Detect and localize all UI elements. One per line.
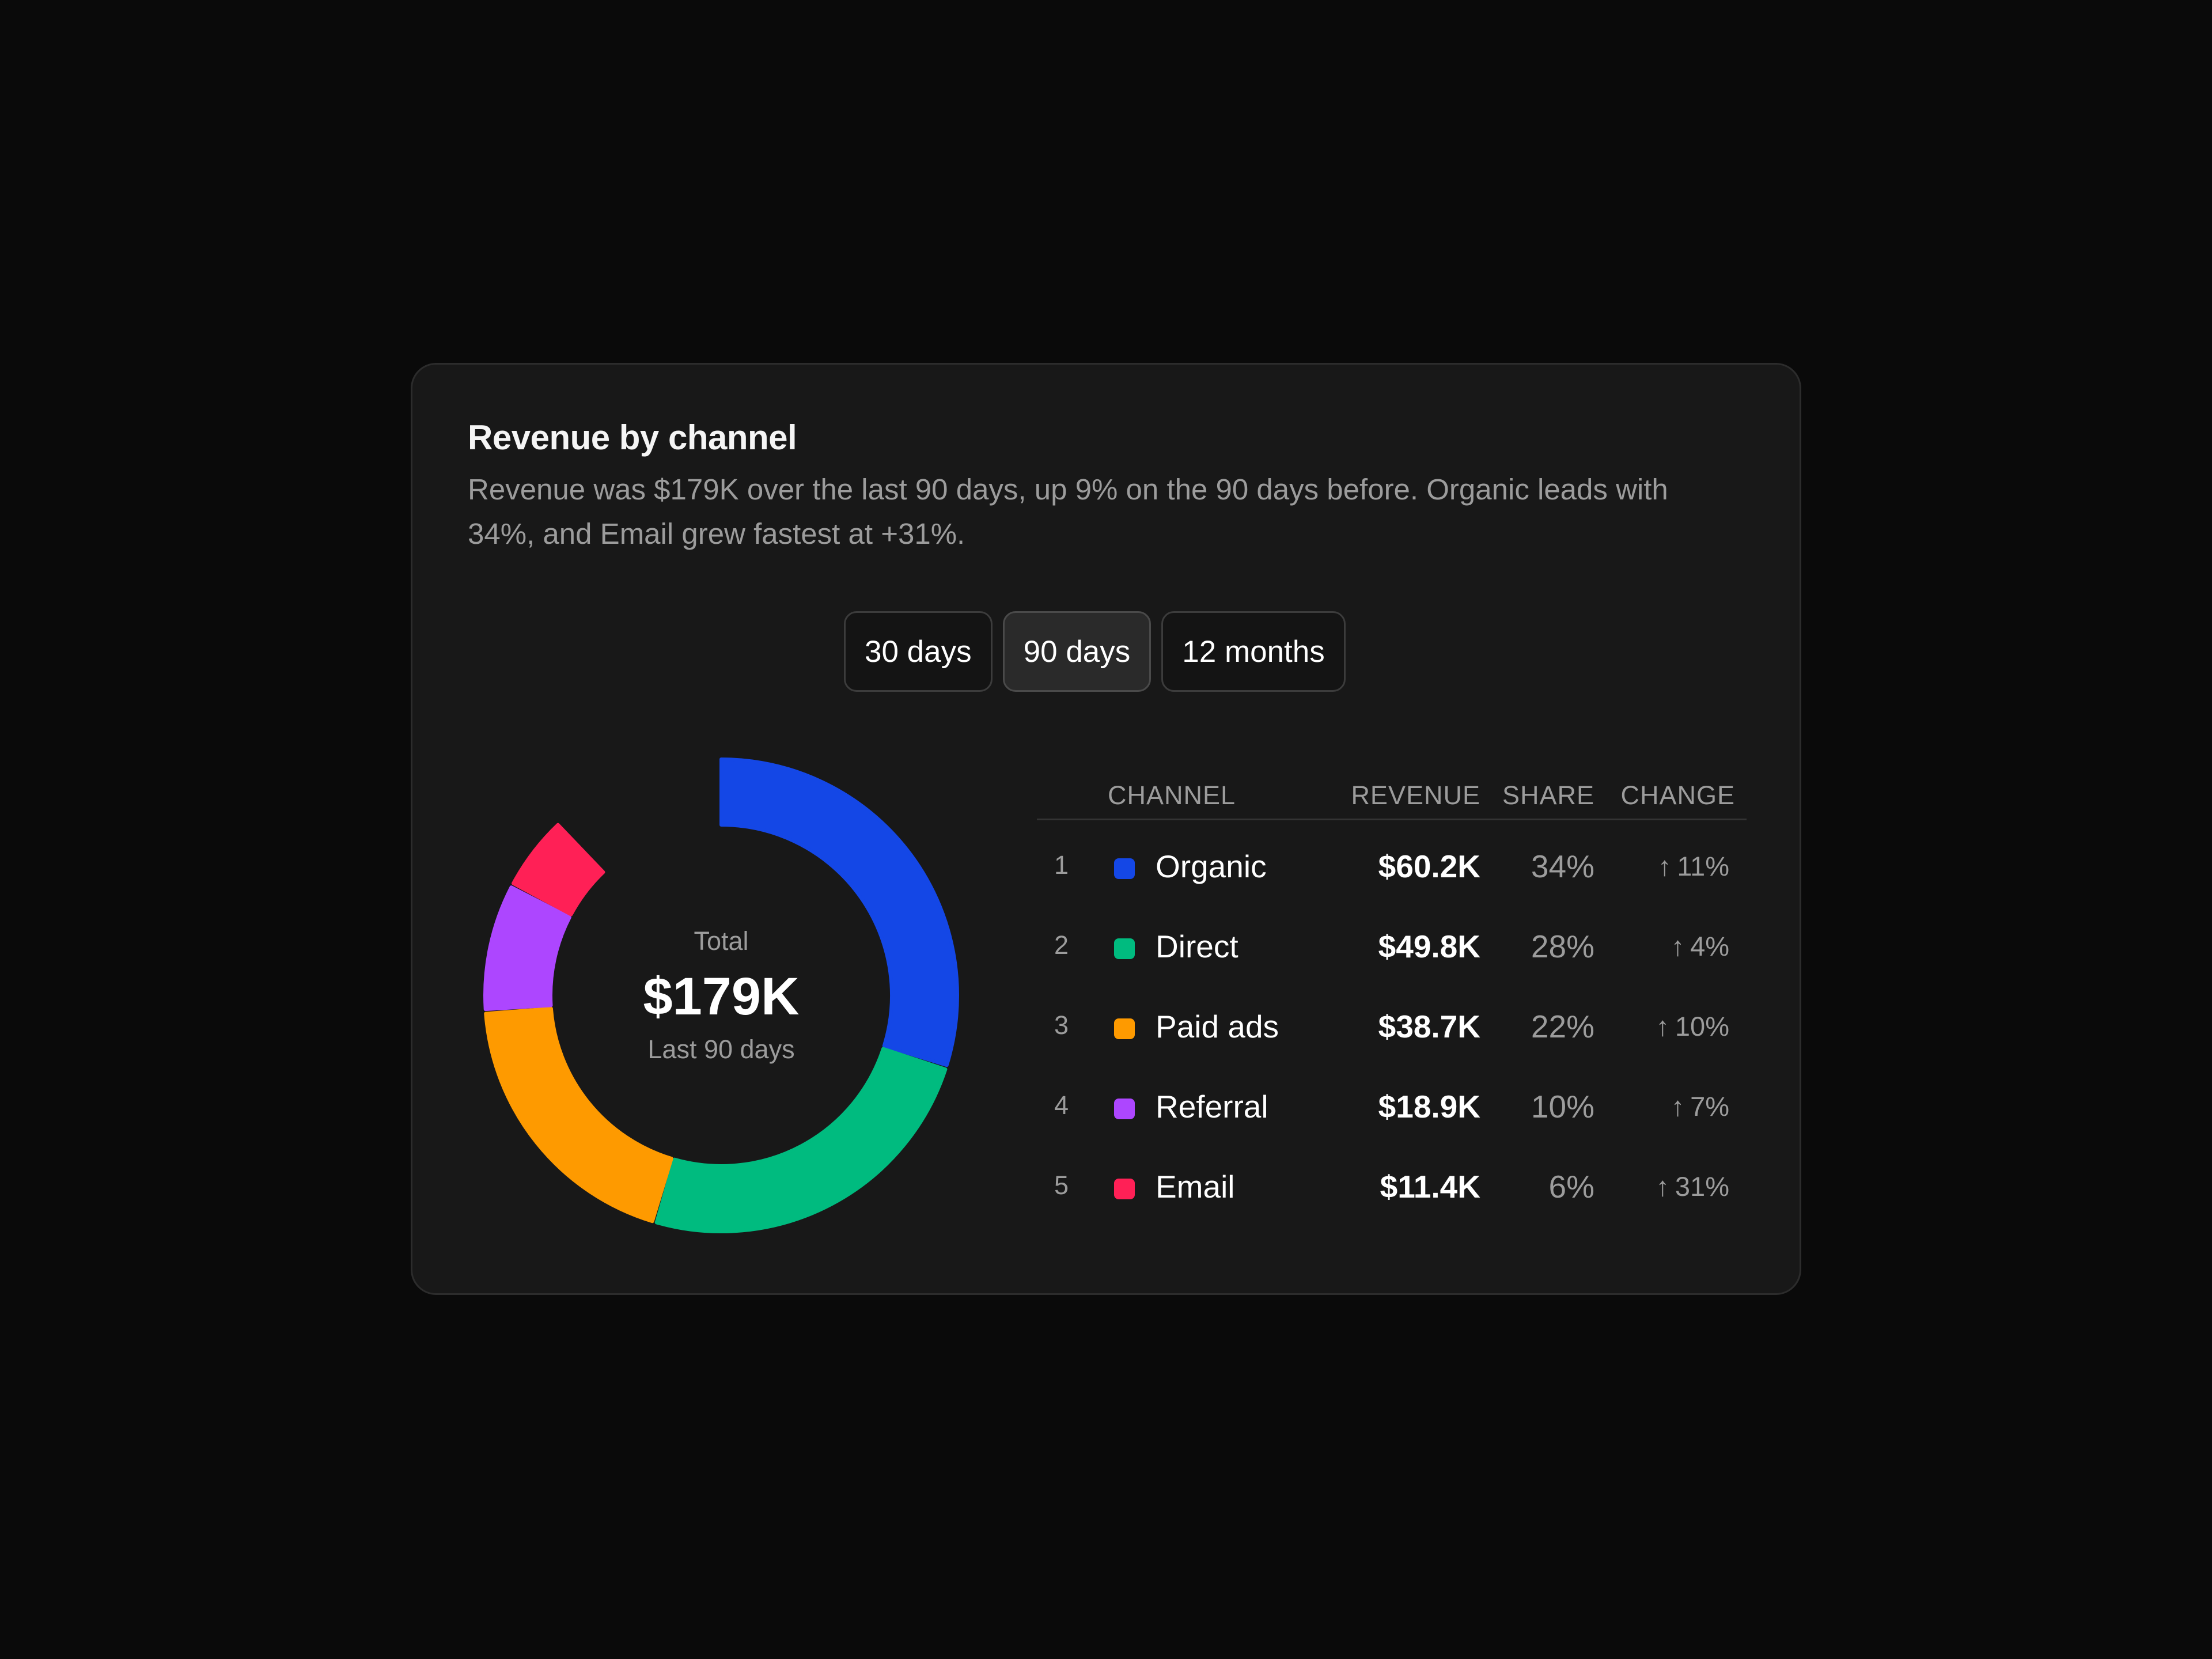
donut-period-label: Last 90 days: [647, 1035, 795, 1064]
arrow-up-icon: ↑: [1656, 1171, 1669, 1202]
donut-segment-referral[interactable]: [483, 885, 571, 1012]
arrow-up-icon: ↑: [1656, 1011, 1669, 1041]
table-header: CHANNEL REVENUE SHARE CHANGE: [1037, 756, 1747, 820]
range-90-days-button[interactable]: 90 days: [1002, 611, 1152, 692]
change-percent: 11%: [1677, 851, 1729, 881]
share-value: 22%: [1531, 1009, 1594, 1044]
change-value: ↑ 31%: [1656, 1171, 1729, 1202]
row-rank: 5: [1054, 1171, 1069, 1200]
donut-svg: [483, 757, 959, 1233]
channel-color-swatch: [1114, 858, 1135, 879]
header-share: SHARE: [1502, 781, 1594, 810]
channel-name: Email: [1156, 1169, 1235, 1205]
channel-name: Direct: [1156, 929, 1238, 964]
share-value: 6%: [1548, 1169, 1595, 1205]
row-rank: 1: [1054, 850, 1069, 880]
arrow-up-icon: ↑: [1671, 931, 1685, 961]
change-value: ↑ 10%: [1656, 1010, 1729, 1042]
header-channel: CHANNEL: [1108, 781, 1236, 810]
donut-chart: Total $179K Last 90 days: [479, 753, 963, 1237]
donut-total-label: Total: [694, 926, 749, 956]
change-percent: 31%: [1675, 1171, 1729, 1202]
donut-total-value: $179K: [643, 967, 800, 1026]
revenue-value: $11.4K: [1380, 1169, 1480, 1205]
channel-table: CHANNEL REVENUE SHARE CHANGE 1 Organic $60…: [1037, 756, 1747, 1221]
range-30-days-button[interactable]: 30 days: [844, 611, 993, 692]
donut-segment-email[interactable]: [512, 823, 605, 916]
table-row[interactable]: 4 Referral $18.9K 10% ↑ 7%: [1037, 1060, 1747, 1141]
table-row[interactable]: 5 Email $11.4K 6% ↑ 31%: [1037, 1141, 1747, 1221]
channel-color-swatch: [1114, 938, 1135, 959]
row-rank: 3: [1054, 1010, 1069, 1040]
share-value: 10%: [1531, 1089, 1594, 1124]
range-12-months-button[interactable]: 12 months: [1161, 611, 1346, 692]
change-value: ↑ 11%: [1658, 850, 1729, 882]
revenue-value: $18.9K: [1378, 1089, 1480, 1124]
arrow-up-icon: ↑: [1671, 1091, 1685, 1122]
channel-name: Organic: [1156, 849, 1267, 884]
table-row[interactable]: 2 Direct $49.8K 28% ↑ 4%: [1037, 900, 1747, 980]
header-revenue: REVENUE: [1351, 781, 1480, 810]
revenue-card: Revenue by channel Revenue was $179K ove…: [411, 363, 1801, 1295]
change-percent: 7%: [1690, 1091, 1729, 1122]
row-rank: 4: [1054, 1090, 1069, 1120]
donut-segment-paid-ads[interactable]: [484, 1006, 673, 1224]
table-row[interactable]: 3 Paid ads $38.7K 22% ↑ 10%: [1037, 980, 1747, 1060]
change-value: ↑ 7%: [1671, 1090, 1729, 1122]
revenue-value: $49.8K: [1378, 929, 1480, 964]
channel-color-swatch: [1114, 1018, 1135, 1039]
table-body: 1 Organic $60.2K 34% ↑ 11% 2 Direct $49.8K 28% ↑ 4%…: [1037, 820, 1747, 1221]
channel-name: Referral: [1156, 1089, 1268, 1124]
range-selector: 30 days 90 days 12 months: [844, 611, 1346, 692]
card-description: Revenue was $179K over the last 90 days,…: [468, 473, 1668, 550]
channel-color-swatch: [1114, 1099, 1135, 1119]
share-value: 28%: [1531, 929, 1594, 964]
header-change: CHANGE: [1620, 781, 1735, 810]
table-row[interactable]: 1 Organic $60.2K 34% ↑ 11%: [1037, 820, 1747, 900]
donut-segment-organic[interactable]: [719, 757, 959, 1067]
channel-name: Paid ads: [1156, 1009, 1279, 1044]
donut-segment-direct[interactable]: [654, 1047, 948, 1233]
revenue-value: $60.2K: [1378, 849, 1480, 884]
change-percent: 10%: [1675, 1011, 1729, 1041]
row-rank: 2: [1054, 930, 1069, 960]
change-percent: 4%: [1690, 931, 1729, 961]
change-value: ↑ 4%: [1671, 930, 1729, 962]
card-title: Revenue by channel: [468, 418, 797, 457]
channel-color-swatch: [1114, 1179, 1135, 1199]
arrow-up-icon: ↑: [1657, 851, 1672, 881]
revenue-value: $38.7K: [1378, 1009, 1480, 1044]
share-value: 34%: [1531, 849, 1594, 884]
